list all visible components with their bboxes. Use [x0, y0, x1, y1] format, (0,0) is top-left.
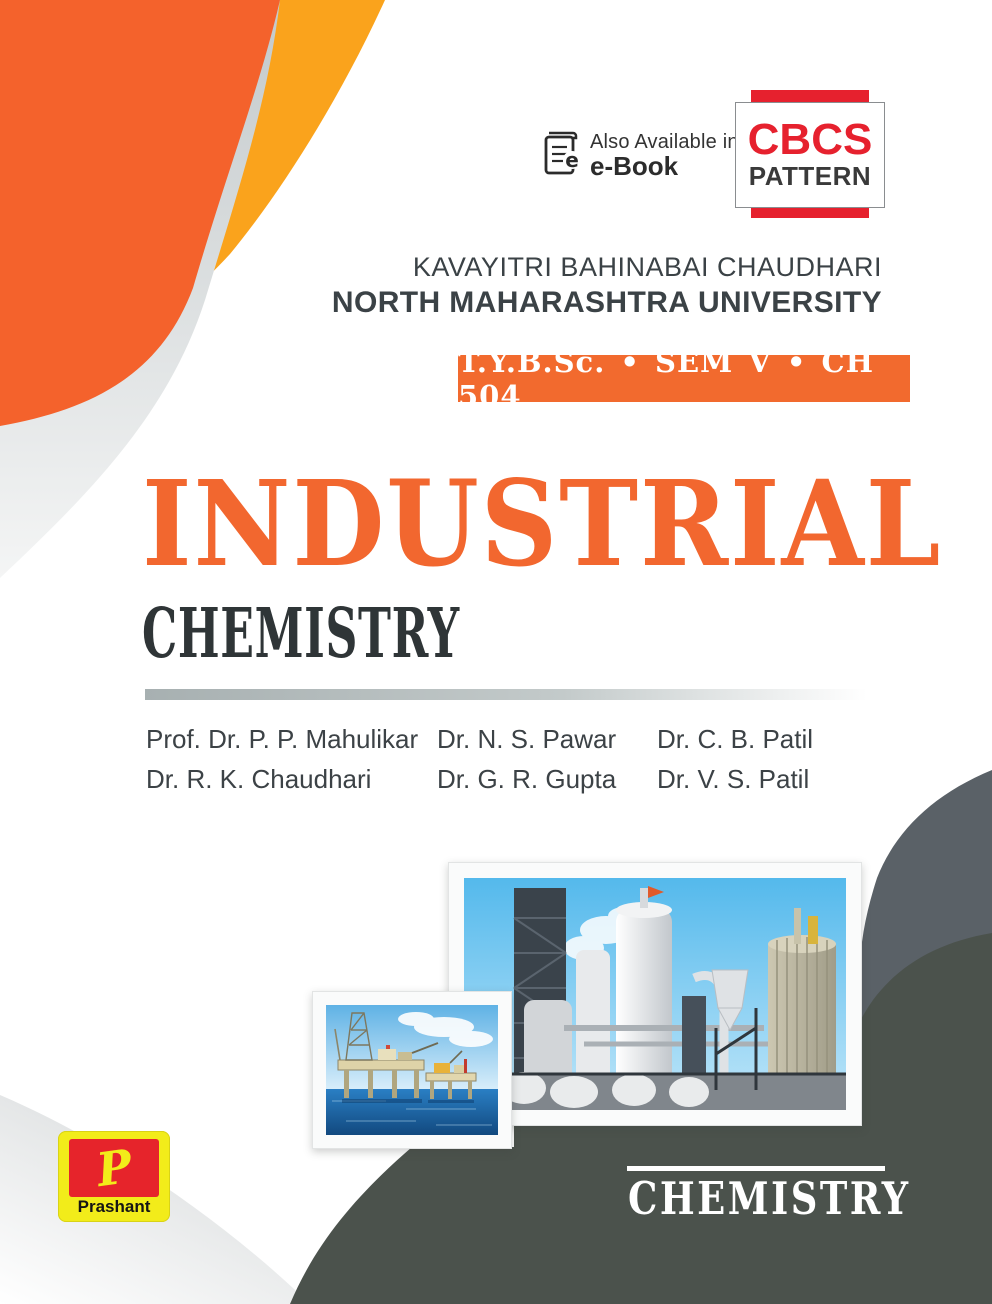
publisher-monogram-box: P	[69, 1139, 159, 1197]
top-left-swoosh-decoration	[0, 0, 385, 578]
ground-structures	[464, 1008, 846, 1110]
course-banner: T.Y.B.Sc. • SEM V • CH 504	[458, 345, 910, 413]
jackup-rig-platform	[334, 1012, 439, 1098]
book-title-line1: INDUSTRIAL	[142, 454, 943, 593]
title-divider-rule	[145, 689, 905, 700]
author-name: Dr. G. R. Gupta	[437, 764, 617, 794]
oil-rig-photo-frame	[312, 991, 512, 1149]
cbcs-title: CBCS	[747, 115, 873, 165]
publisher-monogram: P	[93, 1138, 135, 1198]
storage-silo	[768, 908, 836, 1090]
reflections	[342, 1099, 474, 1103]
industrial-plant-photo-frame	[448, 862, 862, 1126]
cbcs-white-box: CBCS PATTERN	[735, 102, 885, 208]
dark-panel-shape	[290, 933, 992, 1304]
cbcs-pattern-badge: CBCS PATTERN	[735, 90, 885, 218]
svg-text:e: e	[565, 148, 579, 172]
industrial-plant-photo	[464, 878, 846, 1110]
footer-divider-line	[627, 1166, 885, 1171]
ebook-availability-text: Also Available in	[590, 131, 739, 153]
author-name: Dr. V. S. Patil	[657, 764, 810, 794]
author-name: Prof. Dr. P. P. Mahulikar	[146, 724, 419, 754]
author-name: Dr. R. K. Chaudhari	[146, 764, 372, 794]
cbcs-subtitle: PATTERN	[748, 161, 872, 192]
sea	[326, 1089, 498, 1135]
university-line1: KAVAYITRI BAHINABAI CHAUDHARI	[412, 252, 882, 282]
ebook-label: e-Book	[590, 151, 679, 181]
footer-subject-label: CHEMISTRY	[628, 1172, 911, 1225]
university-name-block: KAVAYITRI BAHINABAI CHAUDHARI NORTH MAHA…	[242, 250, 882, 321]
author-name: Dr. C. B. Patil	[657, 724, 814, 754]
university-line2: NORTH MAHARASHTRA UNIVERSITY	[331, 286, 882, 319]
publisher-logo: P Prashant	[58, 1131, 170, 1222]
author-name: Dr. N. S. Pawar	[437, 724, 617, 754]
clouds	[398, 1012, 493, 1047]
offshore-oil-rig-photo	[326, 1005, 498, 1135]
satellite-platform	[425, 1050, 477, 1099]
book-title-line2: CHEMISTRY	[142, 594, 460, 674]
ebook-book-icon: e	[544, 131, 581, 175]
publisher-name: Prashant	[77, 1197, 151, 1216]
orange-swoosh	[0, 0, 280, 426]
course-banner-text: T.Y.B.Sc. • SEM V • CH 504	[458, 344, 874, 413]
